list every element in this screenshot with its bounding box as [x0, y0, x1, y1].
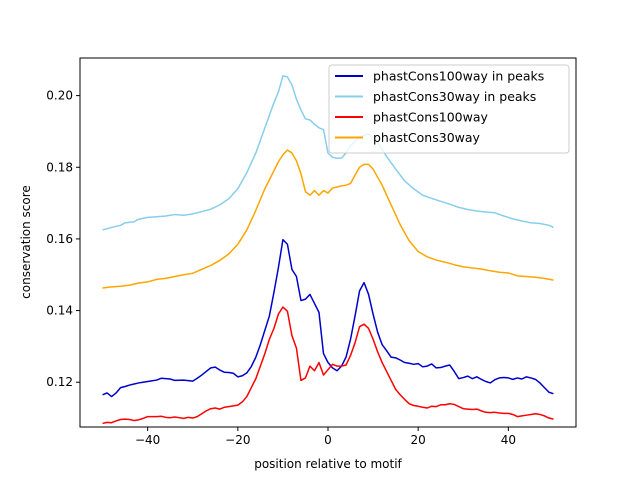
- legend-label-1: phastCons30way in peaks: [373, 89, 536, 104]
- legend-label-3: phastCons30way: [373, 130, 481, 145]
- legend-label-2: phastCons100way: [373, 110, 488, 125]
- x-axis-label: position relative to motif: [254, 457, 402, 471]
- legend: phastCons100way in peaks phastCons30way i…: [328, 64, 570, 154]
- y-tick-label: 0.14: [46, 304, 73, 318]
- y-axis: 0.12 0.14 0.16 0.18 0.20: [46, 89, 80, 389]
- series-line-3: [102, 149, 554, 289]
- y-tick-label: 0.20: [46, 89, 73, 103]
- series-line-1: [102, 75, 554, 231]
- series-line-2: [102, 306, 554, 425]
- series-line-0: [102, 238, 554, 398]
- y-tick-label: 0.18: [46, 160, 73, 174]
- x-axis: −40 −20 0 20 40: [135, 427, 516, 447]
- legend-box: [328, 64, 570, 154]
- x-tick-label: 40: [501, 433, 516, 447]
- x-tick-label: −20: [225, 433, 250, 447]
- y-tick-label: 0.12: [46, 375, 73, 389]
- y-tick-label: 0.16: [46, 232, 73, 246]
- x-tick-label: 0: [324, 433, 332, 447]
- series-layer: [102, 75, 554, 425]
- legend-label-0: phastCons100way in peaks: [373, 69, 544, 84]
- x-tick-label: 20: [411, 433, 426, 447]
- y-axis-label: conservation score: [19, 185, 33, 299]
- x-tick-label: −40: [135, 433, 160, 447]
